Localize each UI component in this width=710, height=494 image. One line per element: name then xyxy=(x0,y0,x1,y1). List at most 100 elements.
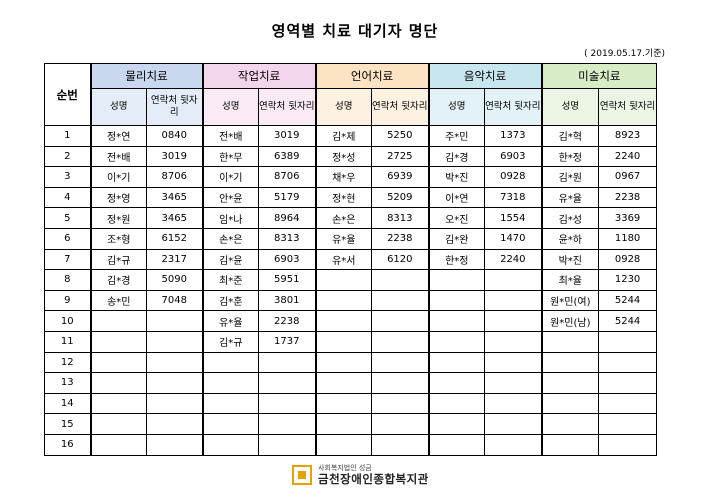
name-cell xyxy=(314,269,373,291)
seq-cell: 11 xyxy=(44,330,91,353)
name-cell: 박*진 xyxy=(540,248,600,271)
table-row: 11 김*규 1737 xyxy=(44,330,658,353)
name-cell xyxy=(201,433,260,456)
name-cell: 유*율 xyxy=(540,186,600,209)
name-cell: 김*규 xyxy=(201,330,260,353)
group-header: 음악치료 xyxy=(427,63,543,89)
contact-cell xyxy=(371,433,430,456)
table-row: 5 정*원 3465 임*나 8964 손*은 8313 오*진 1554 김*성 3369 xyxy=(44,207,658,229)
contact-cell: 5209 xyxy=(371,186,430,209)
contact-cell: 3465 xyxy=(145,186,204,209)
contact-cell: 1470 xyxy=(484,227,543,250)
contact-cell: 8313 xyxy=(371,207,430,229)
contact-cell xyxy=(258,351,317,374)
table-row: 15 xyxy=(44,413,658,435)
contact-cell: 2240 xyxy=(598,145,658,168)
contact-cell xyxy=(371,310,430,332)
name-cell: 안*윤 xyxy=(201,186,260,209)
contact-cell: 8313 xyxy=(258,227,317,250)
contact-cell xyxy=(484,372,543,394)
table-row: 4 정*영 3465 안*윤 5179 정*현 5209 이*연 7318 유*율 2238 xyxy=(44,186,658,209)
contact-cell xyxy=(484,413,543,435)
contact-cell xyxy=(484,392,543,415)
seq-cell: 1 xyxy=(44,125,91,147)
name-cell: 원*민(여) xyxy=(540,289,600,312)
contact-cell xyxy=(484,269,543,291)
table-row: 16 xyxy=(44,433,658,456)
name-cell: 임*나 xyxy=(201,207,260,229)
seq-cell: 8 xyxy=(44,269,91,291)
table-row: 9 송*민 7048 김*훈 3801 원*민(여) 5244 xyxy=(44,289,658,312)
name-cell: 이*기 xyxy=(201,166,260,188)
name-cell xyxy=(314,372,373,394)
contact-cell xyxy=(598,330,658,353)
contact-cell xyxy=(371,351,430,374)
name-cell: 주*민 xyxy=(427,125,486,147)
contact-cell xyxy=(371,269,430,291)
name-cell: 윤*하 xyxy=(540,227,600,250)
contact-cell: 0928 xyxy=(484,166,543,188)
contact-cell xyxy=(145,392,204,415)
contact-column-header: 연락처 뒷자리 xyxy=(145,88,204,126)
contact-cell: 1373 xyxy=(484,125,543,147)
name-cell: 박*진 xyxy=(427,166,486,188)
name-cell xyxy=(427,310,486,332)
contact-cell: 6389 xyxy=(258,145,317,168)
contact-cell xyxy=(484,310,543,332)
table-row: 14 xyxy=(44,392,658,415)
contact-cell: 1230 xyxy=(598,269,658,291)
name-cell: 채*우 xyxy=(314,166,373,188)
name-cell: 김*제 xyxy=(314,125,373,147)
seq-cell: 10 xyxy=(44,310,91,332)
table-row: 12 xyxy=(44,351,658,374)
waitlist-table: 순번 물리치료 작업치료 언어치료 음악치료 미술치료 성명 연락처 뒷자리 성명 연락처 뒷… xyxy=(44,63,658,456)
name-cell xyxy=(540,392,600,415)
contact-cell: 1180 xyxy=(598,227,658,250)
name-cell: 한*정 xyxy=(427,248,486,271)
contact-cell xyxy=(145,310,204,332)
name-cell xyxy=(201,351,260,374)
contact-cell: 2238 xyxy=(371,227,430,250)
name-cell: 김*완 xyxy=(427,227,486,250)
name-cell: 손*은 xyxy=(201,227,260,250)
name-cell: 이*연 xyxy=(427,186,486,209)
contact-cell xyxy=(484,330,543,353)
contact-cell: 8923 xyxy=(598,125,658,147)
contact-cell: 5244 xyxy=(598,289,658,312)
contact-cell: 3019 xyxy=(145,145,204,168)
name-column-header: 성명 xyxy=(314,88,373,126)
group-header: 언어치료 xyxy=(314,63,430,89)
seq-cell: 5 xyxy=(44,207,91,229)
contact-cell: 5250 xyxy=(371,125,430,147)
name-column-header: 성명 xyxy=(201,88,260,126)
name-cell xyxy=(201,372,260,394)
seq-cell: 13 xyxy=(44,372,91,394)
seq-cell: 14 xyxy=(44,392,91,415)
contact-cell xyxy=(484,433,543,456)
contact-column-header: 연락처 뒷자리 xyxy=(371,88,430,126)
contact-cell xyxy=(598,413,658,435)
name-cell xyxy=(89,433,147,456)
org-logo-icon xyxy=(292,465,312,486)
contact-cell: 1737 xyxy=(258,330,317,353)
contact-cell: 6120 xyxy=(371,248,430,271)
contact-cell xyxy=(598,433,658,456)
contact-cell: 5244 xyxy=(598,310,658,332)
contact-cell xyxy=(598,351,658,374)
contact-cell: 7318 xyxy=(484,186,543,209)
seq-cell: 4 xyxy=(44,186,91,209)
contact-column-header: 연락처 뒷자리 xyxy=(258,88,317,126)
name-column-header: 성명 xyxy=(89,88,147,126)
table-row: 7 김*규 2317 김*윤 6903 유*서 6120 한*정 2240 박*진 0928 xyxy=(44,248,658,271)
group-header: 물리치료 xyxy=(89,63,204,89)
contact-cell: 6903 xyxy=(484,145,543,168)
seq-cell: 15 xyxy=(44,413,91,435)
name-cell xyxy=(89,310,147,332)
seq-header: 순번 xyxy=(44,63,91,126)
contact-column-header: 연락처 뒷자리 xyxy=(484,88,543,126)
name-cell: 전*배 xyxy=(201,125,260,147)
contact-cell: 5951 xyxy=(258,269,317,291)
name-cell xyxy=(427,269,486,291)
name-cell: 김*경 xyxy=(427,145,486,168)
contact-cell: 1554 xyxy=(484,207,543,229)
